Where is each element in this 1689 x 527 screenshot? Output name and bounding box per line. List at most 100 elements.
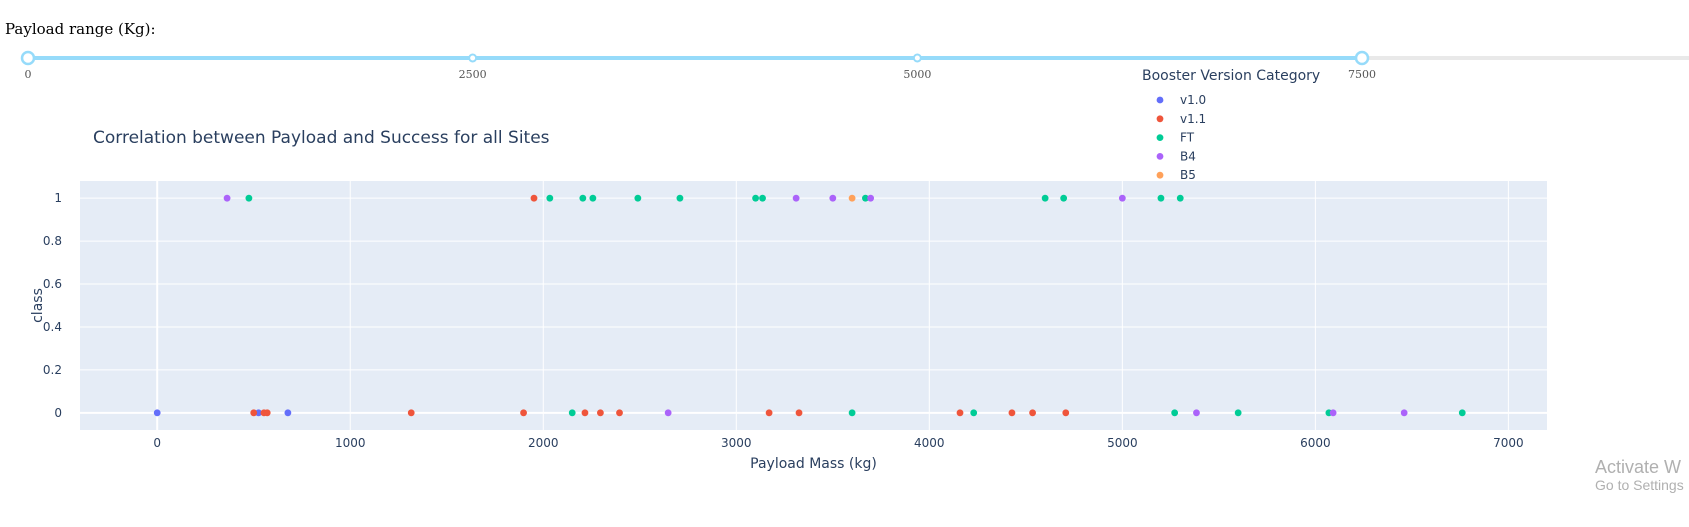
legend-marker [1156, 134, 1164, 142]
payload-range-label: Payload range (Kg): [5, 20, 156, 38]
legend-item-B4[interactable]: B4 [1156, 149, 1196, 163]
x-tick-label: 6000 [1300, 436, 1331, 450]
y-tick-label: 0.2 [43, 363, 62, 377]
data-point[interactable] [759, 194, 766, 202]
data-point[interactable] [546, 194, 554, 202]
series-B5 [848, 194, 856, 202]
x-axis-title: Payload Mass (kg) [750, 456, 877, 472]
data-point[interactable] [589, 194, 597, 202]
legend-marker [1156, 171, 1164, 179]
data-point[interactable] [829, 194, 837, 202]
slider-mark-label: 7500 [1348, 68, 1376, 81]
data-point[interactable] [1157, 194, 1165, 202]
data-point[interactable] [1062, 409, 1070, 417]
x-tick-label: 4000 [914, 436, 945, 450]
data-point[interactable] [1458, 409, 1466, 417]
slider-mark-dot [468, 53, 478, 63]
data-point[interactable] [1029, 409, 1036, 417]
data-point[interactable] [581, 409, 589, 417]
data-point[interactable] [263, 409, 271, 417]
data-point[interactable] [1060, 194, 1068, 202]
legend-label: B5 [1180, 168, 1196, 182]
x-tick-label: 3000 [721, 436, 752, 450]
data-point[interactable] [862, 194, 869, 202]
legend-label: v1.0 [1180, 93, 1206, 107]
data-point[interactable] [956, 409, 964, 417]
data-point[interactable] [792, 194, 800, 202]
data-point[interactable] [1041, 194, 1049, 202]
legend-title: Booster Version Category [1142, 68, 1320, 84]
data-point[interactable] [970, 409, 978, 417]
legend-item-v1.0[interactable]: v1.0 [1156, 93, 1207, 107]
data-point[interactable] [634, 194, 642, 202]
data-point[interactable] [1171, 409, 1179, 417]
data-point[interactable] [596, 409, 604, 417]
data-point[interactable] [245, 194, 253, 202]
data-point[interactable] [867, 194, 875, 202]
x-tick-label: 5000 [1107, 436, 1138, 450]
activate-windows-watermark: Activate W Go to Settings [1595, 457, 1684, 493]
data-point[interactable] [848, 409, 856, 417]
y-tick-label: 1 [54, 191, 62, 205]
slider-mark-dot [912, 53, 922, 63]
legend-marker [1156, 153, 1164, 160]
data-point[interactable] [616, 409, 623, 417]
series-v1.0 [153, 409, 292, 417]
data-point[interactable] [664, 409, 672, 417]
series-B4 [223, 194, 1408, 417]
data-point[interactable] [1008, 409, 1016, 417]
slider-mark-label: 2500 [459, 68, 487, 81]
series-FT [245, 194, 1466, 417]
slider-mark-label: 0 [25, 68, 32, 81]
data-point[interactable] [153, 409, 161, 417]
y-tick-label: 0.6 [43, 277, 62, 291]
x-tick-label: 7000 [1493, 436, 1524, 450]
data-point[interactable] [1329, 409, 1337, 417]
data-point[interactable] [1234, 409, 1242, 417]
slider-handle-min[interactable] [20, 50, 36, 66]
legend-marker [1156, 115, 1164, 123]
legend-label: B4 [1180, 149, 1196, 163]
data-point[interactable] [250, 409, 258, 417]
legend-item-B5[interactable]: B5 [1156, 168, 1196, 182]
x-tick-label: 2000 [528, 436, 559, 450]
y-tick-label: 0.8 [43, 234, 62, 248]
data-point[interactable] [579, 194, 587, 202]
watermark-line-2: Go to Settings [1595, 476, 1684, 493]
data-point[interactable] [530, 194, 538, 202]
legend-label: v1.1 [1180, 112, 1206, 126]
legend-label: FT [1180, 131, 1195, 145]
series-v1.1 [250, 194, 1070, 417]
data-point[interactable] [752, 194, 759, 202]
payload-range-slider[interactable]: 0 2500 5000 7500 [0, 46, 1689, 86]
legend-item-v1.1[interactable]: v1.1 [1156, 112, 1207, 126]
y-tick-label: 0 [54, 406, 62, 420]
chart-title: Correlation between Payload and Success … [93, 128, 550, 148]
y-axis-title: class [30, 288, 46, 323]
x-tick-label: 1000 [335, 436, 366, 450]
data-point[interactable] [848, 194, 856, 202]
data-point[interactable] [676, 194, 684, 202]
x-tick-label: 0 [153, 436, 161, 450]
data-point[interactable] [795, 409, 803, 417]
data-point[interactable] [255, 409, 262, 417]
data-point[interactable] [1176, 194, 1184, 202]
legend-marker [1156, 96, 1164, 104]
data-point[interactable] [407, 409, 415, 417]
legend-item-FT[interactable]: FT [1156, 131, 1195, 145]
plot-area [80, 181, 1547, 430]
slider-handle-max[interactable] [1354, 50, 1370, 66]
data-point[interactable] [1193, 409, 1200, 417]
data-point[interactable] [284, 409, 292, 417]
data-point[interactable] [765, 409, 773, 417]
data-point[interactable] [223, 194, 231, 202]
data-point[interactable] [568, 409, 576, 417]
data-point[interactable] [1400, 409, 1408, 417]
legend: Booster Version Category v1.0 v1.1 FT B4 B5 [1142, 68, 1320, 182]
y-tick-label: 0.4 [43, 320, 62, 334]
data-point[interactable] [1118, 194, 1126, 202]
data-point[interactable] [520, 409, 527, 417]
slider-mark-label: 5000 [903, 68, 931, 81]
watermark-line-1: Activate W [1595, 457, 1682, 477]
